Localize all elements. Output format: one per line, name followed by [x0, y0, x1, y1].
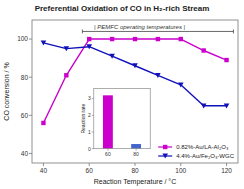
x-tick-label: 60 — [86, 167, 94, 174]
series-point — [64, 73, 68, 77]
series-point — [132, 63, 138, 68]
inset-y-tick — [92, 98, 94, 99]
legend-label: 4.4%-Au/Fe₂O₃-WGC — [176, 153, 234, 159]
inset-bars — [103, 95, 141, 148]
plot-frame — [32, 20, 238, 163]
series-point — [179, 37, 183, 41]
inset-y-tick-label: 2 — [88, 112, 91, 118]
inset-bar — [131, 144, 141, 149]
chart: Preferential Oxidation of CO in H₂-rich … — [0, 0, 244, 189]
y-tick — [29, 39, 32, 40]
inset-x-tick-label: 80 — [133, 151, 139, 157]
inset-y-tick — [92, 148, 94, 149]
x-tick-label: 100 — [175, 167, 186, 174]
inset-x-tick-label: 60 — [105, 151, 111, 157]
y-tick-label: 80 — [21, 74, 29, 81]
y-tick — [29, 77, 32, 78]
series-point — [201, 103, 207, 108]
series-point — [41, 121, 45, 125]
series-point — [224, 103, 230, 108]
legend-label: 0.82%-Au/LA-Al₂O₃ — [176, 144, 229, 150]
inset-frame — [94, 89, 150, 149]
series-point — [110, 37, 114, 41]
inset: 60 80 0 1 2 3Reaction rate — [80, 89, 150, 158]
series-point — [201, 48, 205, 52]
inset-y-tick — [92, 132, 94, 133]
title: Preferential Oxidation of CO in H₂-rich … — [35, 4, 210, 13]
legend-marker — [163, 145, 167, 149]
inset-bar — [103, 95, 113, 148]
y-axis-label: CO conversion / % — [3, 62, 10, 120]
annotation-bracket — [82, 31, 233, 32]
x-tick — [226, 163, 227, 166]
series-point — [133, 37, 137, 41]
series-point — [224, 58, 228, 62]
series-point — [109, 54, 115, 59]
y-tick — [29, 153, 32, 154]
series-point — [156, 37, 160, 41]
x-tick — [135, 163, 136, 166]
inset-y-tick-label: 0 — [88, 146, 91, 152]
y-tick-label: 60 — [21, 112, 29, 119]
series-point — [87, 37, 91, 41]
x-tick-label: 40 — [40, 167, 48, 174]
inset-background — [94, 89, 150, 149]
x-tick-label: 120 — [221, 167, 232, 174]
series-point — [155, 73, 161, 78]
x-tick-label: 80 — [131, 167, 139, 174]
x-tick — [43, 163, 44, 166]
y-tick — [29, 115, 32, 116]
x-tick — [180, 163, 181, 166]
annotation: | PEMFC operating temperatures | — [94, 24, 186, 30]
series-point — [86, 44, 92, 49]
inset-y-tick — [92, 115, 94, 116]
y-tick-label: 40 — [21, 150, 29, 157]
inset-y-axis-label: Reaction rate — [80, 104, 86, 134]
series-point — [41, 40, 47, 45]
inset-y-tick-label: 3 — [88, 95, 91, 101]
series-point — [64, 46, 70, 51]
series-point — [178, 82, 184, 87]
y-tick-label: 100 — [17, 35, 28, 42]
legend: 0.82%-Au/LA-Al₂O₃ 4.4%-Au/Fe₂O₃-WGC — [158, 144, 234, 159]
inset-y-tick-label: 1 — [88, 129, 91, 135]
x-axis-label: Reaction Temperature / °C — [94, 178, 176, 186]
x-tick — [89, 163, 90, 166]
legend-marker — [162, 154, 168, 159]
